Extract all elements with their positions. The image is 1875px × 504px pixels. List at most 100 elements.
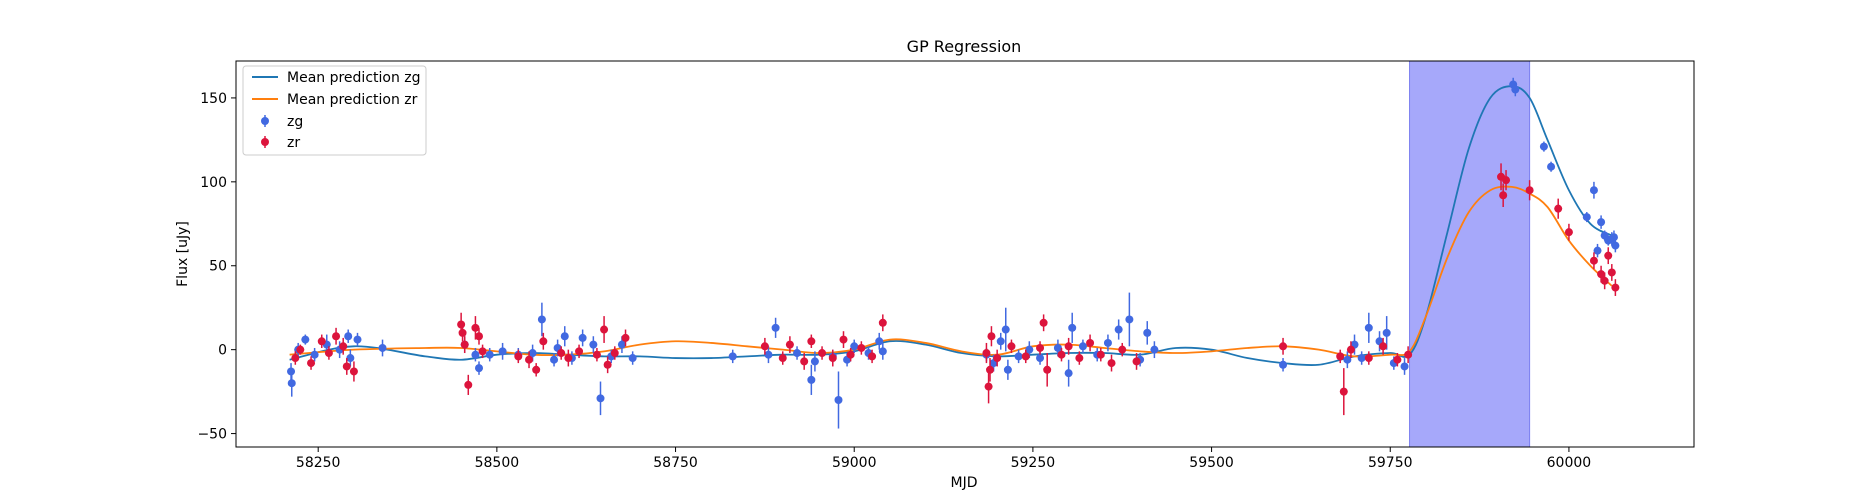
x-tick-label: 58250 xyxy=(296,455,341,471)
data-point-zr xyxy=(1057,347,1066,362)
data-point-zr xyxy=(332,327,341,345)
data-point-zg xyxy=(1539,141,1548,152)
data-point-zr xyxy=(532,363,541,377)
y-axis-label: Flux [uJy] xyxy=(175,221,191,287)
data-point-zr xyxy=(1107,354,1116,372)
data-point-zg xyxy=(875,332,884,350)
legend-label-zg: zg xyxy=(287,114,303,130)
data-point-zg xyxy=(1125,292,1134,347)
data-point-zr xyxy=(458,324,467,342)
legend-marker-zr xyxy=(261,136,269,148)
data-point-zr xyxy=(1279,337,1288,355)
data-point-zr xyxy=(1502,170,1511,191)
legend-label-zr-line: Mean prediction zr xyxy=(287,92,418,108)
data-point-zg xyxy=(807,364,816,395)
data-point-zg xyxy=(378,339,387,357)
highlight-span xyxy=(1409,61,1531,447)
data-point-zg xyxy=(1078,339,1087,354)
data-point-zr xyxy=(475,327,483,345)
data-point-zr xyxy=(1499,183,1508,208)
data-point-zg xyxy=(475,361,483,375)
data-point-zr xyxy=(564,349,573,367)
data-point-zr xyxy=(1564,223,1573,241)
data-point-zr xyxy=(1096,347,1105,362)
data-point-zr xyxy=(1404,346,1413,364)
data-point-zg xyxy=(1400,358,1409,375)
legend-label-zg-line: Mean prediction zg xyxy=(287,70,421,86)
data-point-zr xyxy=(460,336,469,354)
data-point-zg xyxy=(589,336,598,354)
data-point-zr xyxy=(324,346,333,360)
data-point-zr xyxy=(339,337,348,355)
data-point-zg xyxy=(1150,341,1159,359)
data-point-zg xyxy=(1343,351,1352,369)
data-point-zr xyxy=(1336,349,1345,364)
legend-marker-zg xyxy=(261,115,269,127)
data-point-zr xyxy=(982,342,991,364)
legend-label-zr: zr xyxy=(287,135,300,151)
data-point-zg xyxy=(287,369,296,397)
y-tick-label: 0 xyxy=(218,343,227,359)
data-point-zg xyxy=(1609,230,1618,244)
data-point-zr xyxy=(1364,351,1373,365)
data-point-zr xyxy=(1021,349,1030,364)
data-point-zr xyxy=(603,356,612,374)
data-point-zr xyxy=(296,344,305,355)
data-point-zg xyxy=(353,332,362,347)
data-point-zg xyxy=(471,347,480,362)
data-point-zr xyxy=(1525,180,1534,201)
data-point-zg xyxy=(485,347,494,362)
data-point-zr xyxy=(818,346,827,360)
data-point-zg xyxy=(1589,181,1598,199)
data-point-zr xyxy=(1339,368,1348,416)
data-point-zr xyxy=(621,329,630,347)
data-point-zg xyxy=(1597,215,1606,229)
data-point-zr xyxy=(1064,337,1073,355)
data-point-zg xyxy=(1364,312,1373,343)
data-point-zg xyxy=(878,342,887,360)
data-point-zr xyxy=(1086,334,1095,352)
data-point-zr xyxy=(1607,264,1616,281)
data-point-zr xyxy=(610,346,619,360)
plot-area xyxy=(287,61,1620,447)
data-point-zr xyxy=(349,361,358,382)
data-point-zg xyxy=(1001,307,1010,352)
legend-box xyxy=(242,65,427,156)
data-point-zg xyxy=(1114,319,1123,340)
data-point-zr xyxy=(1611,279,1620,296)
data-point-zr xyxy=(525,351,534,369)
data-point-zr xyxy=(1039,314,1048,332)
data-point-zg xyxy=(996,332,1005,350)
data-point-zr xyxy=(478,344,487,359)
data-point-zr xyxy=(1604,247,1613,265)
data-point-zg xyxy=(1511,82,1520,97)
data-point-zr xyxy=(291,351,300,365)
data-point-zr xyxy=(342,358,351,375)
data-point-zr xyxy=(1589,252,1598,270)
data-point-zr xyxy=(868,349,877,364)
data-point-zg xyxy=(728,349,737,364)
data-point-zr xyxy=(1393,353,1402,367)
data-point-zr xyxy=(986,358,995,382)
data-point-zg xyxy=(1593,243,1602,258)
data-point-zg xyxy=(1103,334,1112,352)
data-point-zg xyxy=(596,381,605,416)
data-point-zg xyxy=(550,353,559,367)
legend: Mean prediction zg Mean prediction zr zg… xyxy=(242,65,427,156)
data-point-zg xyxy=(346,349,355,367)
x-axis-label: MJD xyxy=(951,475,978,491)
data-point-zr xyxy=(828,349,837,367)
data-point-zg xyxy=(1547,161,1556,172)
data-point-zg xyxy=(1279,358,1288,372)
y-tick-label: 50 xyxy=(209,259,227,275)
axis-ticks: 58250 58500 58750 59000 59250 59500 59750 60000… xyxy=(197,91,1591,471)
data-point-zg xyxy=(810,351,819,372)
data-point-zg xyxy=(560,326,569,347)
data-point-zr xyxy=(592,347,601,362)
data-point-zg xyxy=(537,302,546,337)
data-point-zr xyxy=(1554,198,1563,219)
data-point-zg xyxy=(498,342,507,360)
data-point-zr xyxy=(1600,272,1609,290)
data-point-zr xyxy=(514,349,523,364)
